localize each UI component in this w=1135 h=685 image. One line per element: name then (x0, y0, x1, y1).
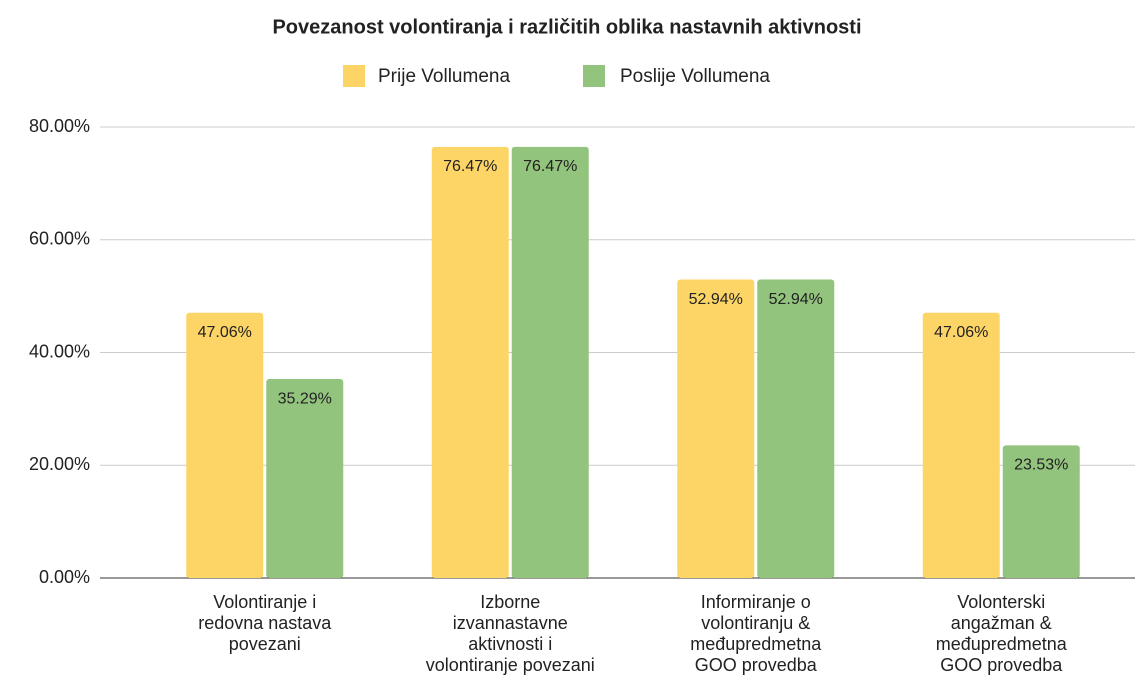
y-tick-label: 40.00% (29, 341, 90, 361)
y-tick-label: 60.00% (29, 229, 90, 249)
data-label: 76.47% (523, 158, 577, 175)
data-label: 23.53% (1014, 457, 1068, 474)
x-tick-label-box: Izborne izvannastavne aktivnosti i volon… (425, 592, 595, 675)
legend-label: Poslije Vollumena (620, 66, 770, 87)
data-label: 47.06% (934, 324, 988, 341)
y-tick-label: 80.00% (29, 116, 90, 136)
data-label: 35.29% (278, 390, 332, 407)
bar (1002, 445, 1080, 578)
data-label: 47.06% (198, 324, 252, 341)
bar (677, 279, 755, 578)
legend-swatch (343, 65, 365, 87)
x-tick-label: Izborne izvannastavne aktivnosti i volon… (425, 592, 595, 675)
bar (266, 379, 344, 578)
bar (757, 279, 835, 578)
x-tick-label-box: Volontiranje i redovna nastava povezani (198, 592, 332, 654)
chart-title: Povezanost volontiranja i različitih obl… (272, 16, 861, 38)
legend-label: Prije Vollumena (378, 66, 510, 87)
x-tick-label-box: Volonterski angažman & međupredmetna GOO… (935, 592, 1067, 675)
bar (922, 312, 1000, 578)
x-tick-label-box: Informiranje o volontiranju & međupredme… (690, 592, 822, 675)
data-label: 76.47% (443, 158, 497, 175)
x-tick-label: Volontiranje i redovna nastava povezani (198, 592, 332, 654)
bar (186, 312, 264, 578)
x-tick-label: Volonterski angažman & međupredmetna GOO… (935, 592, 1067, 675)
x-tick-label: Informiranje o volontiranju & međupredme… (690, 592, 822, 675)
y-tick-label: 20.00% (29, 454, 90, 474)
bar (511, 146, 589, 578)
data-label: 52.94% (689, 291, 743, 308)
bar (431, 146, 509, 578)
y-tick-label: 0.00% (39, 567, 90, 587)
legend-swatch (583, 65, 605, 87)
data-label: 52.94% (769, 291, 823, 308)
